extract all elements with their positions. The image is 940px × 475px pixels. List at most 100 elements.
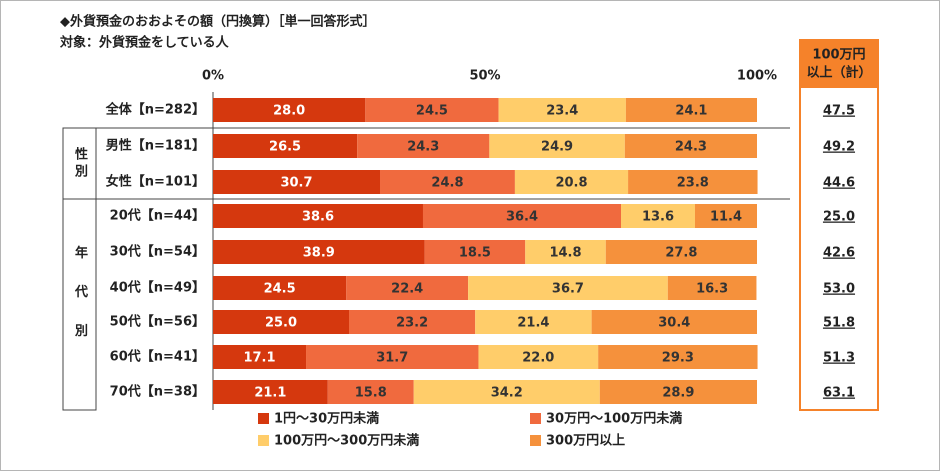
bar-segment [380,170,515,194]
bar-segment [213,345,307,369]
totals-title: 以上（計） [806,65,871,81]
value-label: 27.8 [665,246,697,261]
bar-segment [213,204,423,228]
value-label: 22.0 [522,351,554,366]
value-label: 25.0 [265,316,297,331]
bar-segment [475,310,592,334]
bar-segment [667,276,757,300]
bar-segment [349,310,476,334]
x-tick-label: 50% [469,69,500,84]
bar-segment [213,134,358,158]
value-label: 18.5 [459,246,491,261]
y-tick-label: 50代【n=56】 [110,314,205,330]
value-label: 38.6 [302,210,334,225]
bar-segment [213,240,425,264]
bar-segment [694,204,757,228]
value-label: 24.9 [541,140,573,155]
total-label: 49.2 [823,140,855,155]
value-label: 29.3 [662,351,694,366]
legend-swatch [258,435,269,446]
total-label: 47.5 [823,104,855,119]
chart-subtitle: 対象：外貨預金をしている人 [59,35,230,51]
bar-segment [591,310,757,334]
bar-segment [498,98,626,122]
chart-title: ◆外貨預金のおおよその額（円換算）［単一回答形式］ [60,14,376,30]
total-label: 25.0 [823,210,855,225]
bar-segment [213,170,381,194]
bar-segment [327,380,414,404]
value-label: 28.0 [273,104,305,119]
total-label: 44.6 [823,176,855,191]
value-label: 17.1 [243,351,275,366]
value-label: 24.5 [264,282,296,297]
bar-segment [625,98,757,122]
y-tick-label: 40代【n=49】 [110,280,205,296]
bar-segment [422,204,621,228]
total-label: 51.8 [823,316,855,331]
bar-segment [621,204,695,228]
total-label: 51.3 [823,351,855,366]
bar-segment [628,170,758,194]
value-label: 15.8 [355,386,387,401]
bar-segment [525,240,606,264]
value-label: 22.4 [391,282,423,297]
bar-segment [413,380,600,404]
value-label: 13.6 [642,210,674,225]
legend-label: 1円～30万円未満 [274,411,379,427]
legend-swatch [530,435,541,446]
total-label: 42.6 [823,246,855,261]
value-label: 30.7 [280,176,312,191]
bar-segment [357,134,490,158]
legend-label: 100万円～300万円未満 [274,433,419,449]
bar-segment [489,134,625,158]
bar-segment [514,170,629,194]
value-label: 31.7 [376,351,408,366]
value-label: 20.8 [555,176,587,191]
value-label: 30.4 [658,316,690,331]
legend-label: 300万円以上 [546,434,625,449]
bar-segment [346,276,469,300]
value-label: 21.4 [517,316,549,331]
x-tick-label: 100% [737,69,777,84]
value-label: 24.5 [416,104,448,119]
y-tick-label: 30代【n=54】 [110,244,205,260]
value-label: 23.4 [546,104,578,119]
group-box [62,198,97,411]
bar-segment [605,240,757,264]
value-label: 23.8 [677,176,709,191]
bar-segment [213,380,328,404]
y-tick-label: 全体【n=282】 [105,102,205,118]
value-label: 26.5 [269,140,301,155]
value-label: 24.8 [431,176,463,191]
bar-segment [478,345,599,369]
value-label: 24.1 [675,104,707,119]
value-label: 14.8 [549,246,581,261]
value-label: 11.4 [710,210,742,225]
group-label: 年代別 [72,245,89,363]
bar-segment [213,310,349,334]
bar-segment [306,345,479,369]
bar-segment [213,276,347,300]
totals-title: 100万円 [812,48,865,63]
y-tick-label: 男性【n=181】 [106,138,205,154]
total-label: 63.1 [823,386,855,401]
bar-segment [424,240,526,264]
totals-box [799,39,879,411]
value-label: 28.9 [662,386,694,401]
legend-swatch [530,413,541,424]
legend-swatch [258,413,269,424]
bar-segment [624,134,757,158]
y-tick-label: 女性【n=101】 [106,174,205,190]
bar-segment [599,380,757,404]
bar-segment [468,276,668,300]
total-label: 53.0 [823,282,855,297]
totals-header-bg [800,40,878,88]
value-label: 38.9 [303,246,335,261]
bar-segment [365,98,499,122]
y-tick-label: 70代【n=38】 [110,384,205,400]
bar-segment [598,345,758,369]
y-tick-label: 60代【n=41】 [110,349,205,365]
value-label: 16.3 [696,282,728,297]
group-label: 性別 [72,146,89,181]
